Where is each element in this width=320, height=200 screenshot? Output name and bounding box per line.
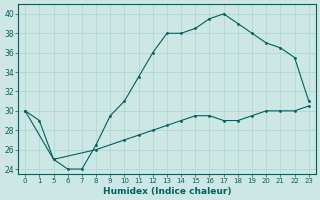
X-axis label: Humidex (Indice chaleur): Humidex (Indice chaleur): [103, 187, 231, 196]
